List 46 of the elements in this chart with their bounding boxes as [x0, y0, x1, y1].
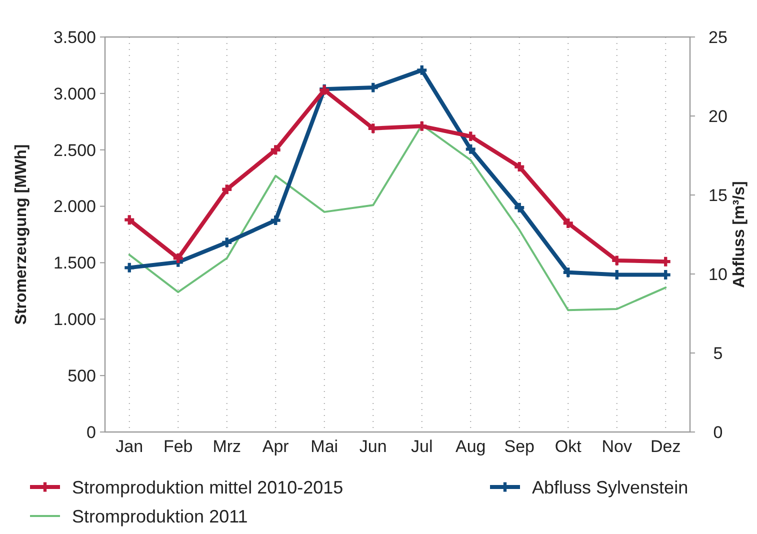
point — [124, 262, 134, 272]
y-tick-label: 3.500 — [53, 28, 96, 47]
point — [563, 268, 573, 278]
x-tick-label: Mrz — [212, 437, 242, 456]
x-tick-label: Okt — [554, 437, 582, 456]
point — [124, 215, 134, 225]
y2-tick-label: 10 — [708, 264, 728, 284]
x-tick-label: Aug — [456, 437, 486, 456]
point — [270, 216, 280, 226]
y-tick-label: 500 — [68, 366, 96, 386]
x-tick-label: Jun — [359, 437, 387, 456]
point — [417, 65, 427, 75]
x-tick-label: Mai — [310, 437, 338, 456]
y2-axis-title: Abfluss [m³/s] — [731, 181, 748, 288]
y-axis-title: Stromerzeugung [MWh] — [13, 144, 30, 325]
point — [563, 218, 573, 228]
x-tick-label: Nov — [602, 437, 632, 456]
point — [173, 253, 183, 263]
legend-label: Abfluss Sylvenstein — [532, 477, 688, 498]
point — [466, 144, 476, 154]
legend-label: Stromproduktion mittel 2010-2015 — [72, 477, 344, 498]
point — [514, 202, 524, 212]
y-tick-label: 2.000 — [53, 197, 96, 216]
y2-tick-label: 20 — [708, 106, 728, 126]
y-tick-label: 1.500 — [53, 254, 96, 273]
y-tick-label: 3.000 — [53, 84, 96, 104]
y2-tick-label: 5 — [713, 344, 723, 363]
point — [222, 184, 232, 194]
x-tick-label: Apr — [262, 437, 290, 456]
y2-tick-label: 0 — [713, 422, 723, 442]
y2-tick-label: 25 — [708, 28, 728, 47]
y2-tick-label: 15 — [708, 186, 728, 205]
point — [514, 162, 524, 172]
point — [270, 145, 280, 155]
x-tick-label: Sep — [504, 437, 534, 456]
x-tick-label: Dez — [650, 437, 681, 456]
x-tick-label: Jul — [411, 437, 433, 456]
y-tick-label: 0 — [86, 422, 96, 442]
point — [466, 132, 476, 142]
y-tick-label: 1.000 — [53, 310, 96, 330]
point — [612, 256, 622, 266]
x-tick-label: Feb — [163, 437, 193, 456]
point — [222, 238, 232, 248]
x-tick-label: Jan — [116, 437, 144, 456]
legend-label: Stromproduktion 2011 — [72, 506, 248, 526]
y-tick-label: 2.500 — [53, 140, 96, 160]
